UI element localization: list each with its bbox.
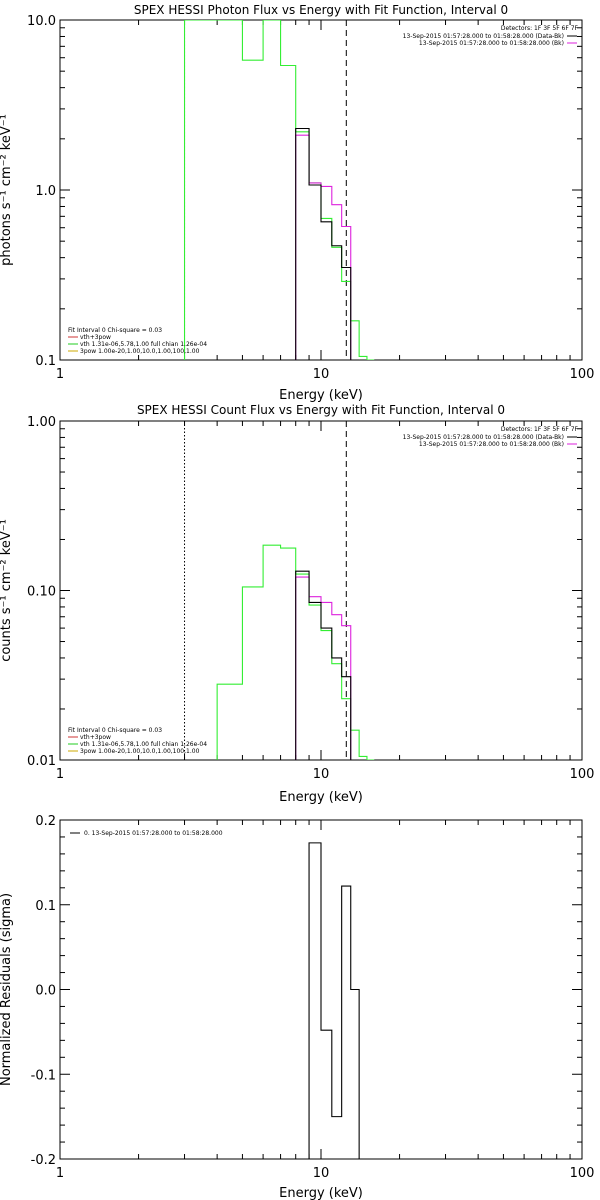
legend-entry: vth 1.31e-06,5.78,1.00 full chian 1.26e-… — [80, 741, 207, 748]
chart-panel-1: SPEX HESSI Photon Flux vs Energy with Fi… — [0, 3, 594, 403]
y-axis-ticks — [60, 428, 582, 761]
x-axis-label: Energy (keV) — [279, 1186, 363, 1200]
legend-entry: vth+3pow — [80, 734, 111, 741]
y-tick-label: 0.01 — [27, 754, 56, 769]
x-tick-label: 10 — [313, 1166, 330, 1181]
x-tick-label: 10 — [313, 767, 330, 782]
y-tick-label: 0.0 — [35, 984, 56, 999]
chart-panel-2: SPEX HESSI Count Flux vs Energy with Fit… — [0, 403, 594, 805]
x-tick-label: 1 — [56, 767, 64, 782]
y-tick-label: -0.1 — [31, 1068, 56, 1083]
y-tick-label: 0.2 — [35, 814, 56, 829]
y-tick-label: 1.00 — [27, 415, 56, 430]
y-axis-label: Normalized Residuals (sigma) — [0, 893, 14, 1086]
x-axis-ticks — [59, 20, 571, 360]
y-tick-label: 10.0 — [27, 14, 56, 29]
y-axis-label: photons s⁻¹ cm⁻² keV⁻¹ — [0, 114, 14, 266]
histogram-series-3 — [295, 127, 360, 360]
x-axis-ticks — [59, 421, 571, 760]
histogram-series-1 — [295, 842, 360, 1159]
y-axis-label: counts s⁻¹ cm⁻² keV⁻¹ — [0, 519, 14, 662]
y-tick-label: 0.10 — [27, 585, 56, 600]
legend-entry: vth+3pow — [80, 334, 111, 341]
time-range-label: 13-Sep-2015 01:57:28.000 to 01:58:28.000… — [419, 441, 564, 448]
chart-panel-3: 1 10 100 -0.2 -0.1 0.0 0.1 0.2 Energy (keV) Norma… — [0, 814, 594, 1200]
y-tick-label: -0.2 — [31, 1153, 56, 1168]
series-group — [183, 20, 375, 360]
y-tick-label: 1.0 — [35, 184, 56, 199]
x-tick-label: 1 — [56, 367, 64, 382]
chart-title: SPEX HESSI Photon Flux vs Energy with Fi… — [134, 3, 508, 17]
series-group — [295, 842, 360, 1159]
x-tick-label: 100 — [570, 367, 595, 382]
legend-entry: Fit Interval 0 Chi-square = 0.03 — [68, 327, 162, 334]
y-axis-ticks — [60, 27, 582, 361]
x-tick-label: 100 — [570, 1166, 595, 1181]
legend-entry: 3pow 1.00e-20,1.00,10.0,1.00,100,1.00 — [80, 348, 200, 355]
chart-title: SPEX HESSI Count Flux vs Energy with Fit… — [137, 403, 505, 417]
detectors-label: Detectors: 1F 3F 5F 6F 7F — [501, 426, 579, 433]
plot-frame — [59, 420, 583, 761]
legend-entry: vth 1.31e-06,5.78,1.00 full chian 1.26e-… — [80, 341, 207, 348]
histogram-series-2 — [295, 576, 360, 760]
time-range-label: 13-Sep-2015 01:57:28.000 to 01:58:28.000… — [419, 40, 564, 47]
x-tick-label: 10 — [313, 367, 330, 382]
series-group — [216, 544, 375, 760]
y-axis-ticks — [60, 819, 582, 1160]
histogram-series-3 — [295, 570, 360, 760]
legend-entry: 0. 13-Sep-2015 01:57:28.000 to 01:58:28.… — [84, 830, 223, 837]
histogram-series-2 — [295, 134, 360, 360]
x-tick-label: 1 — [56, 1166, 64, 1181]
legend-entry: 3pow 1.00e-20,1.00,10.0,1.00,100,1.00 — [80, 748, 200, 755]
x-axis-label: Energy (keV) — [279, 790, 363, 805]
x-axis-label: Energy (keV) — [279, 388, 363, 403]
y-tick-label: 0.1 — [35, 899, 56, 914]
x-axis-ticks — [59, 820, 571, 1159]
time-range-label: 13-Sep-2015 01:57:28.000 to 01:58:28.000… — [403, 33, 564, 40]
detectors-label: Detectors: 1F 3F 5F 6F 7F — [501, 25, 579, 32]
x-tick-label: 100 — [570, 767, 595, 782]
legend-entry: Fit Interval 0 Chi-square = 0.03 — [68, 727, 162, 734]
time-range-label: 13-Sep-2015 01:57:28.000 to 01:58:28.000… — [403, 434, 564, 441]
y-tick-label: 0.1 — [35, 354, 56, 369]
